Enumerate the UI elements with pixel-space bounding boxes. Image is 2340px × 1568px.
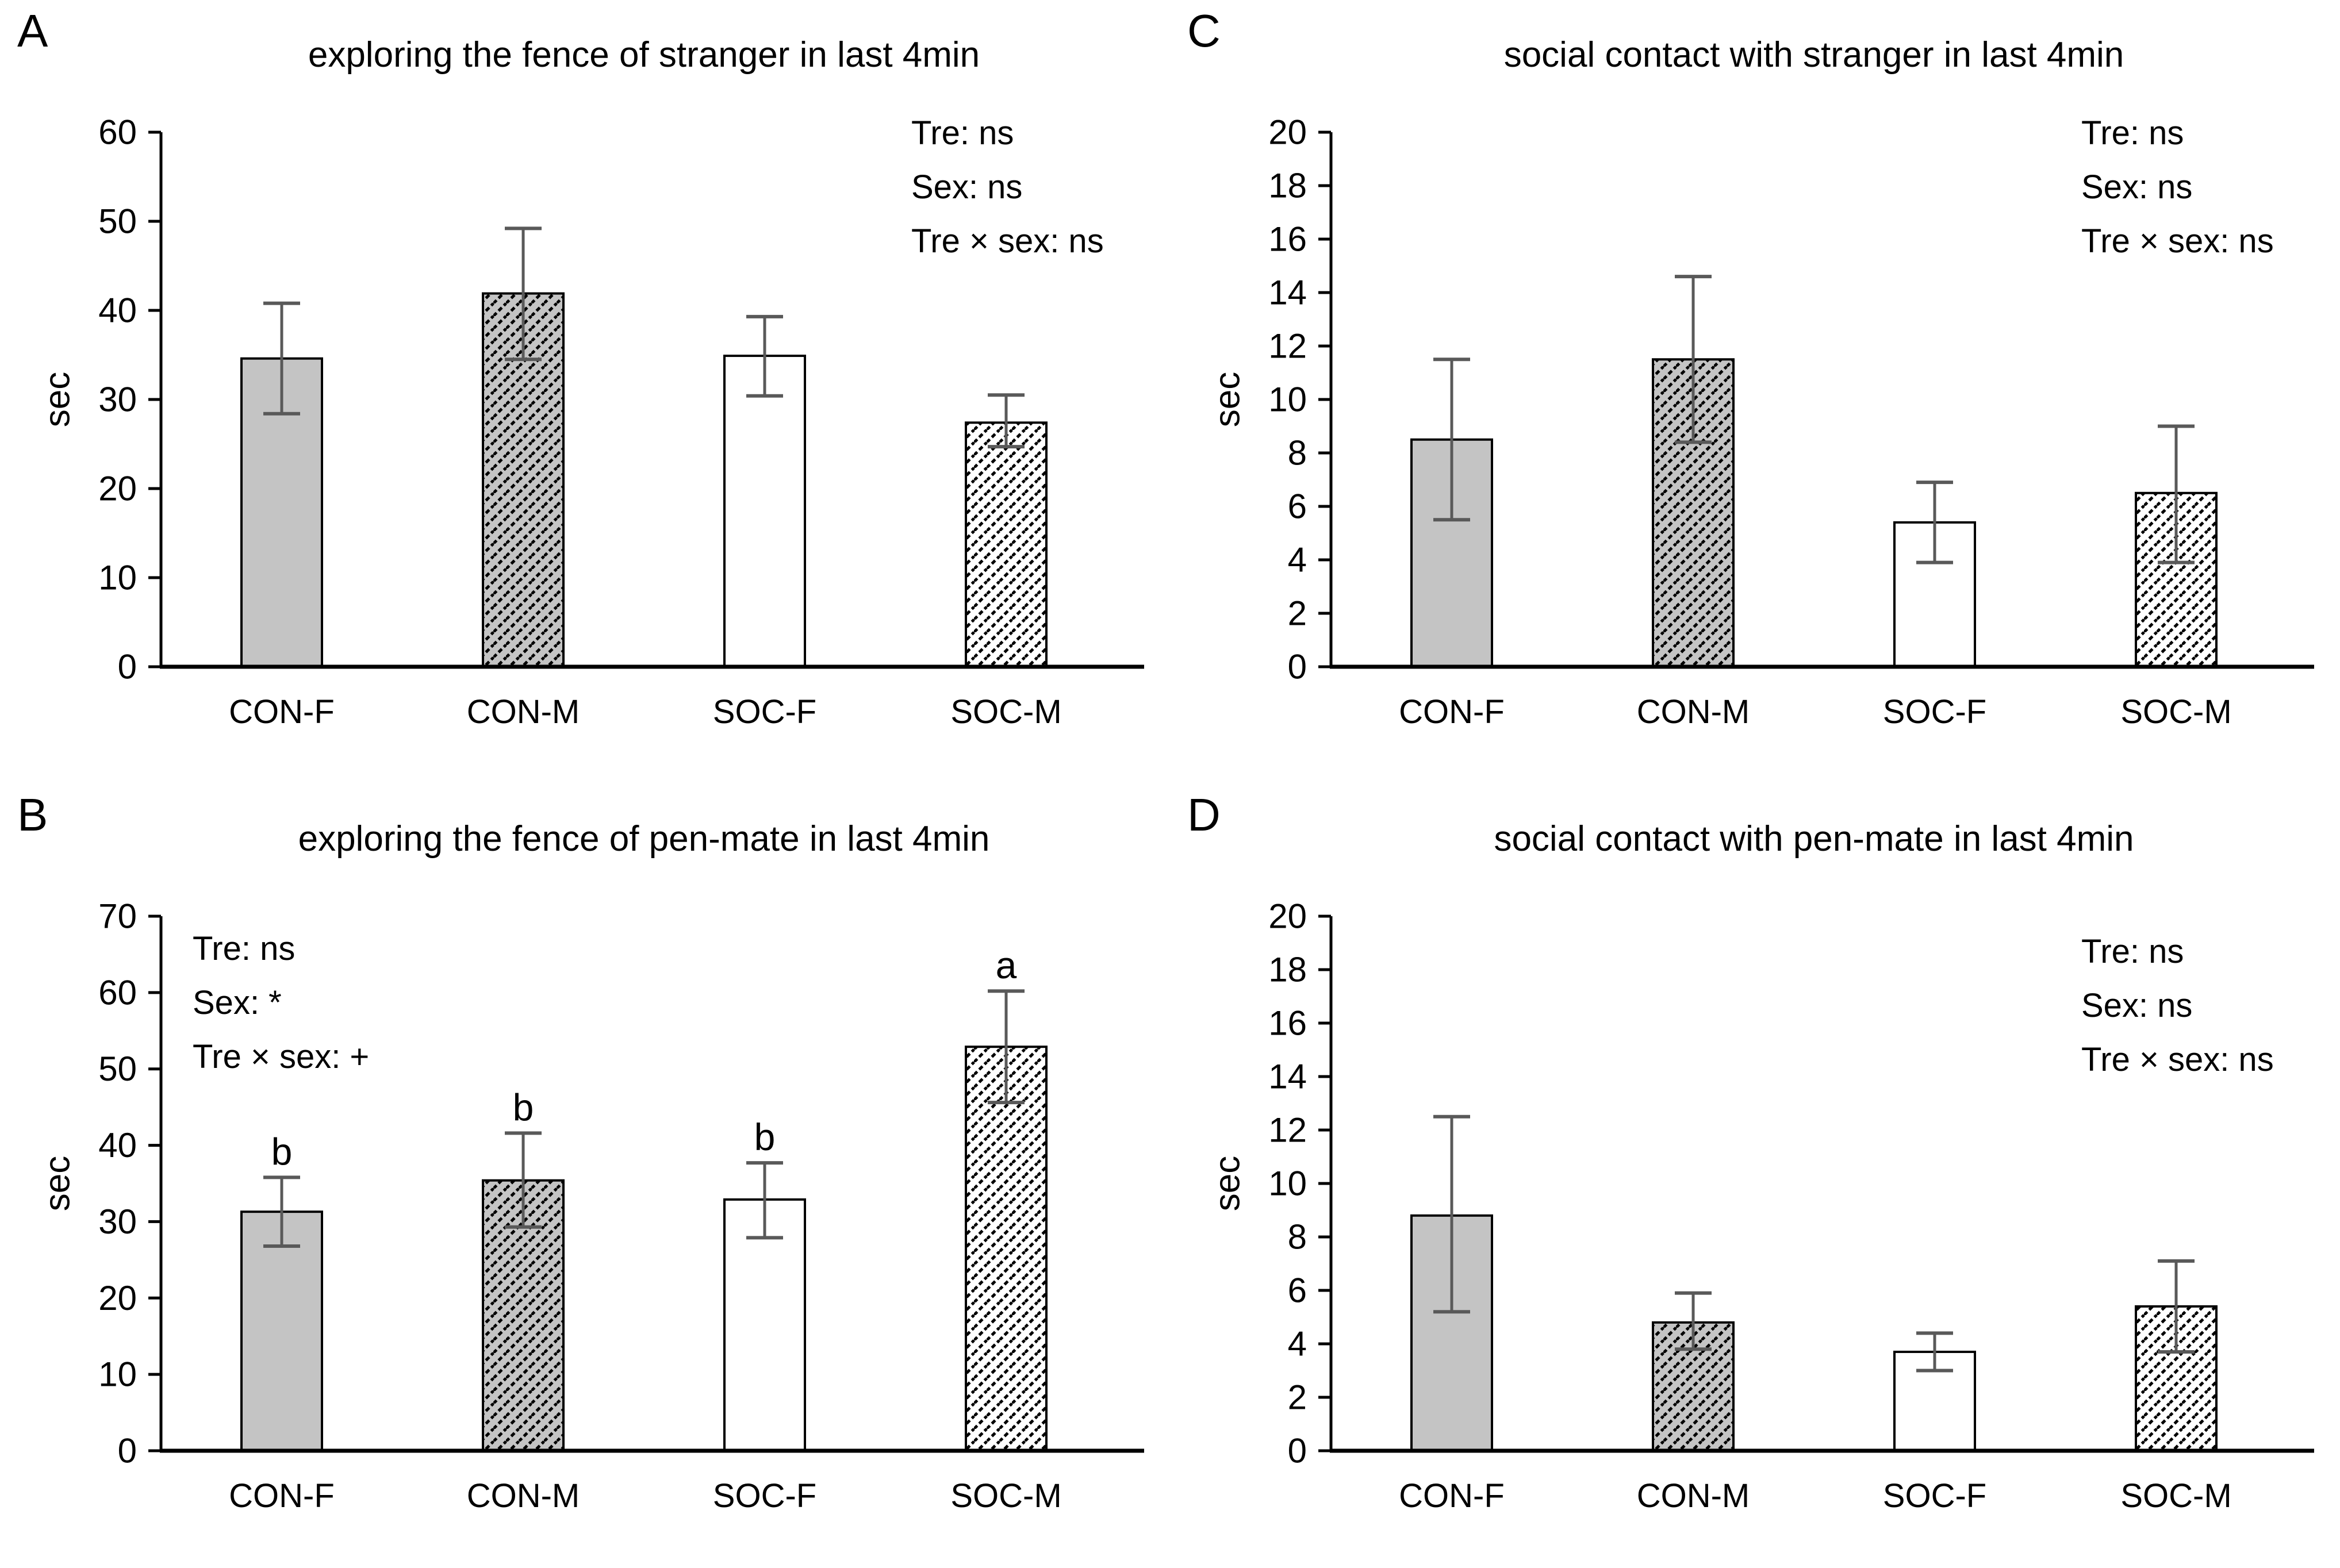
y-tick-label: 10 <box>1268 1165 1307 1203</box>
y-tick-label: 0 <box>1288 1432 1307 1470</box>
panel-letter-C: C <box>1187 5 1221 56</box>
y-tick-label: 70 <box>98 897 137 936</box>
x-label-CON-M: CON-M <box>1637 693 1750 731</box>
stat-line-interaction: Tre × sex: ns <box>911 222 1104 260</box>
y-tick-label: 16 <box>1268 1004 1307 1043</box>
y-tick-label: 40 <box>98 1126 137 1165</box>
stat-line-treatment: Tre: ns <box>2081 114 2184 152</box>
stat-line-treatment: Tre: ns <box>911 114 1014 152</box>
y-tick-label: 2 <box>1288 1378 1307 1417</box>
y-tick-label: 6 <box>1288 487 1307 526</box>
chart-title-D: social contact with pen-mate in last 4mi… <box>1494 819 2134 859</box>
panel-B: B exploring the fence of pen-mate in las… <box>0 784 1170 1568</box>
panel-D: D social contact with pen-mate in last 4… <box>1170 784 2340 1568</box>
panel-letter-B: B <box>17 789 48 840</box>
bar-SOC-F <box>723 355 806 668</box>
panel-letter-A: A <box>17 5 48 56</box>
y-tick-label: 20 <box>98 470 137 508</box>
x-label-CON-F: CON-F <box>229 693 335 731</box>
bar-chart-D: 0 2 4 6 8 10 12 14 16 18 20 sec CON-F CON-M SOC-F SOC-M <box>1208 897 2314 1515</box>
y-axis-title: sec <box>1208 1156 1248 1211</box>
stats-annotations-A: Tre: ns Sex: ns Tre × sex: ns <box>911 106 1104 268</box>
y-tick-label: 50 <box>98 202 137 241</box>
y-tick-label: 4 <box>1288 1325 1307 1363</box>
bar-chart-B: 0 10 20 30 40 50 60 70 sec b CON-F b CON-M b SOC-F a SOC… <box>38 897 1144 1515</box>
x-label-SOC-M: SOC-M <box>950 1477 1061 1515</box>
x-label-CON-M: CON-M <box>1637 1477 1750 1515</box>
y-tick-label: 10 <box>98 559 137 597</box>
stat-line-sex: Sex: ns <box>2081 168 2193 206</box>
y-tick-label: 40 <box>98 291 137 330</box>
x-label-SOC-F: SOC-F <box>713 693 816 731</box>
stat-line-sex: Sex: ns <box>2081 987 2193 1024</box>
y-tick-label: 16 <box>1268 220 1307 259</box>
y-tick-label: 10 <box>1268 381 1307 419</box>
y-tick-label: 0 <box>118 648 137 686</box>
y-tick-label: 10 <box>98 1355 137 1394</box>
x-label-SOC-F: SOC-F <box>1883 693 1986 731</box>
bar-chart-A: 0 10 20 30 40 50 60 sec CON-F CON-M SOC-F SOC-M <box>38 113 1144 731</box>
y-tick-label: 20 <box>1268 897 1307 936</box>
x-label-CON-M: CON-M <box>467 1477 580 1515</box>
y-tick-label: 8 <box>1288 1218 1307 1256</box>
stats-annotations-B: Tre: ns Sex: * Tre × sex: + <box>193 922 369 1084</box>
chart-title-B: exploring the fence of pen-mate in last … <box>298 819 990 859</box>
x-label-CON-F: CON-F <box>1399 1477 1505 1515</box>
y-tick-label: 4 <box>1288 541 1307 579</box>
stat-line-sex: Sex: * <box>193 984 282 1021</box>
y-tick-label: 60 <box>98 113 137 152</box>
y-tick-label: 18 <box>1268 167 1307 205</box>
y-tick-label: 30 <box>98 1202 137 1241</box>
stat-line-sex: Sex: ns <box>911 168 1023 206</box>
y-tick-label: 18 <box>1268 951 1307 989</box>
y-tick-label: 6 <box>1288 1271 1307 1310</box>
x-label-CON-M: CON-M <box>467 693 580 731</box>
x-label-SOC-M: SOC-M <box>2120 693 2231 731</box>
stat-line-interaction: Tre × sex: ns <box>2081 1041 2274 1078</box>
stat-line-treatment: Tre: ns <box>193 930 296 967</box>
x-label-SOC-M: SOC-M <box>950 693 1061 731</box>
panel-A: A exploring the fence of stranger in las… <box>0 0 1170 784</box>
y-tick-label: 14 <box>1268 1058 1307 1096</box>
y-axis-title: sec <box>1208 372 1248 427</box>
y-tick-label: 30 <box>98 381 137 419</box>
bar-SOC-M <box>965 1046 1048 1452</box>
y-tick-label: 2 <box>1288 594 1307 633</box>
stat-line-interaction: Tre × sex: + <box>193 1038 370 1075</box>
stat-line-interaction: Tre × sex: ns <box>2081 222 2274 260</box>
y-tick-label: 12 <box>1268 1111 1307 1150</box>
bar-SOC-M <box>965 421 1048 668</box>
panel-C: C social contact with stranger in last 4… <box>1170 0 2340 784</box>
y-tick-label: 20 <box>1268 113 1307 152</box>
bar-SOC-F <box>723 1198 806 1452</box>
stat-line-treatment: Tre: ns <box>2081 933 2184 970</box>
y-tick-label: 60 <box>98 973 137 1012</box>
stats-annotations-C: Tre: ns Sex: ns Tre × sex: ns <box>2081 106 2274 268</box>
x-label-SOC-M: SOC-M <box>2120 1477 2231 1515</box>
y-tick-label: 0 <box>118 1432 137 1470</box>
y-tick-label: 8 <box>1288 434 1307 472</box>
stats-annotations-D: Tre: ns Sex: ns Tre × sex: ns <box>2081 925 2274 1087</box>
x-label-SOC-F: SOC-F <box>1883 1477 1986 1515</box>
y-tick-label: 20 <box>98 1279 137 1317</box>
y-tick-label: 14 <box>1268 274 1307 312</box>
y-tick-label: 12 <box>1268 327 1307 366</box>
bar-chart-C: 0 2 4 6 8 10 12 14 16 18 20 sec CON-F CON-M SOC-F SOC-M <box>1208 113 2314 731</box>
chart-title-C: social contact with stranger in last 4mi… <box>1503 35 2124 75</box>
y-tick-label: 0 <box>1288 648 1307 686</box>
sig-letter-SOC-M: a <box>996 944 1017 986</box>
sig-letter-CON-F: b <box>271 1130 293 1173</box>
y-axis-title: sec <box>38 1156 78 1211</box>
x-label-CON-F: CON-F <box>1399 693 1505 731</box>
x-label-SOC-F: SOC-F <box>713 1477 816 1515</box>
sig-letter-SOC-F: b <box>754 1116 776 1158</box>
chart-title-A: exploring the fence of stranger in last … <box>308 35 980 75</box>
x-label-CON-F: CON-F <box>229 1477 335 1515</box>
bar-CON-F <box>240 1210 323 1452</box>
sig-letter-CON-M: b <box>513 1086 534 1128</box>
panel-letter-D: D <box>1187 789 1221 840</box>
y-axis-title: sec <box>38 372 78 427</box>
y-tick-label: 50 <box>98 1050 137 1088</box>
